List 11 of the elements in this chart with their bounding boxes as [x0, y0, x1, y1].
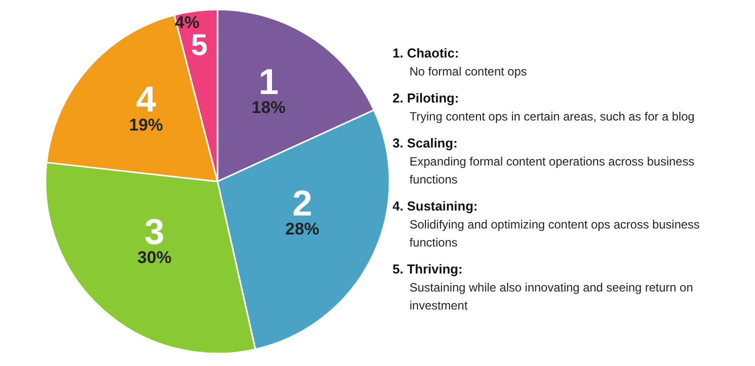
text: 4. Sustaining: — [392, 198, 478, 214]
text: 1. Chaotic: — [392, 46, 459, 60]
text: 2. Piloting: — [392, 90, 459, 106]
text: Expanding formal content operations across business functions — [410, 154, 694, 186]
slice-label: 5 — [190, 29, 208, 62]
text: Sustaining while also innovating and seeing return on investment — [410, 280, 694, 312]
text: 3. Scaling: — [392, 136, 458, 150]
text: Solidifying and optimizing content ops across business functions — [410, 218, 700, 250]
text: 5. Thriving: — [392, 262, 463, 276]
text: Trying content ops in certain areas, such as for a blog — [410, 110, 695, 124]
text: No formal content ops — [410, 64, 527, 78]
